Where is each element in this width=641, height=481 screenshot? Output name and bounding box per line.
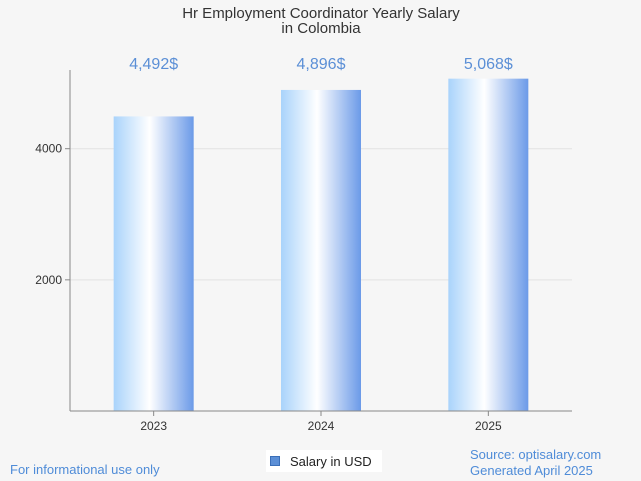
bars-group: 4,492$ 4,896$ 5,068$ <box>113 56 529 411</box>
source-text: Source: optisalary.com <box>470 447 602 462</box>
bar-2023 <box>113 116 194 411</box>
legend-label: Salary in USD <box>290 453 372 469</box>
data-label-2023: 4,492$ <box>129 56 178 73</box>
bar-2025 <box>448 78 529 411</box>
bar-2024 <box>281 89 361 411</box>
disclaimer-text: For informational use only <box>10 462 160 477</box>
chart-title-line-1: Hr Employment Coordinator Yearly Salary <box>182 5 460 22</box>
x-tick-label-2024: 2024 <box>308 419 335 433</box>
axes-group: 2000 4000 2023 2024 2025 <box>35 70 572 433</box>
x-tick-label-2023: 2023 <box>140 419 167 433</box>
legend-swatch <box>270 456 280 466</box>
chart-title-line-2: in Colombia <box>281 20 361 37</box>
data-label-2025: 5,068$ <box>464 56 513 73</box>
legend: Salary in USD <box>266 450 382 472</box>
x-tick-label-2025: 2025 <box>475 419 502 433</box>
data-label-2024: 4,896$ <box>297 56 346 73</box>
y-tick-label-4000: 4000 <box>35 142 62 156</box>
generated-text: Generated April 2025 <box>470 463 593 478</box>
y-tick-label-2000: 2000 <box>35 273 62 287</box>
source-block: Source: optisalary.com Generated April 2… <box>470 447 601 479</box>
